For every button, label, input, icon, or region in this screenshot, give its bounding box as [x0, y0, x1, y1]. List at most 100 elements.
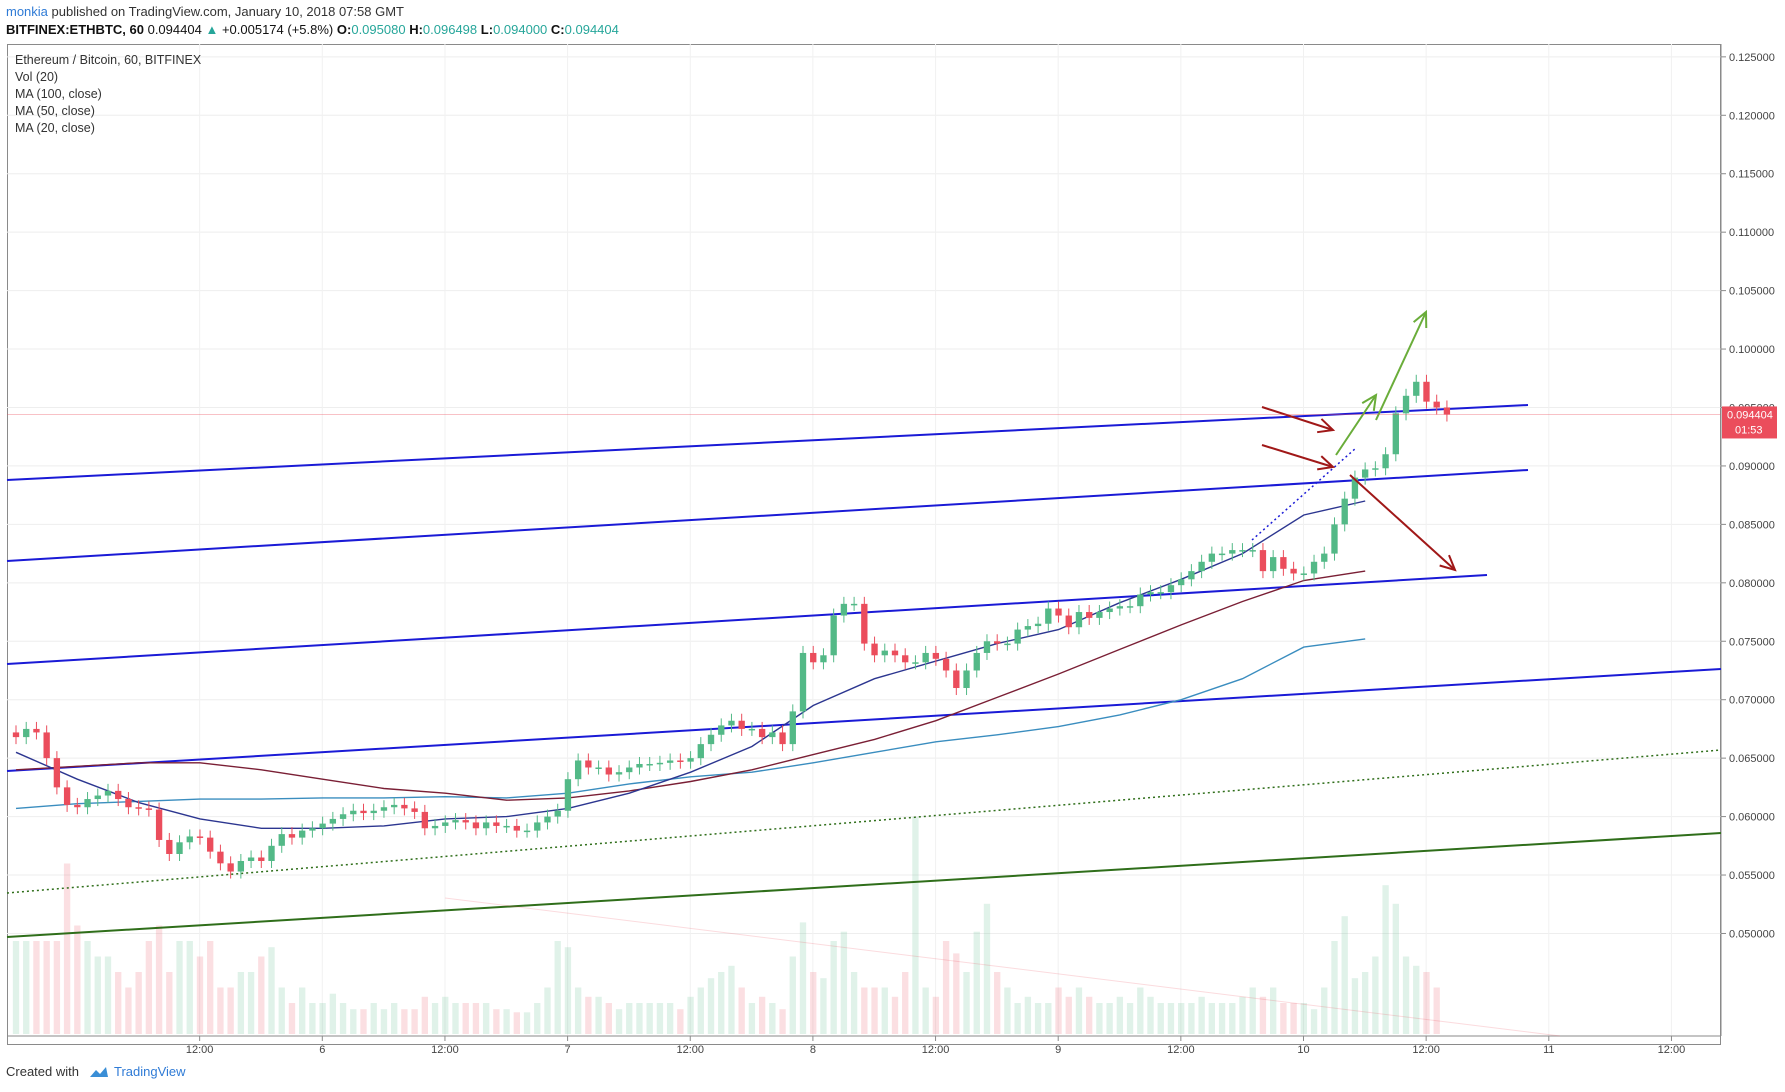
volume-bar	[299, 987, 306, 1034]
candle-body	[350, 810, 357, 815]
volume-bar	[227, 987, 234, 1034]
volume-bar	[350, 1009, 357, 1034]
candle-body	[462, 820, 469, 823]
green-arrow-long-head	[1412, 309, 1428, 329]
candle-body	[1188, 571, 1195, 580]
volume-bar	[33, 941, 40, 1034]
time-tick-label: 12:00	[922, 1044, 950, 1056]
price-tick-label: 0.110000	[1729, 227, 1774, 239]
volume-bar	[23, 941, 30, 1034]
candle-body	[799, 652, 807, 712]
volume-bar	[94, 956, 101, 1034]
candle-body	[401, 804, 408, 809]
author-link[interactable]: monkia	[6, 4, 48, 19]
legend-item-ma50[interactable]: MA (50, close)	[15, 104, 95, 118]
candle-body	[1249, 550, 1256, 552]
candle-body	[1402, 395, 1410, 414]
volume-bar	[1229, 1003, 1236, 1034]
candle-body	[63, 787, 71, 805]
time-tick-label: 8	[810, 1044, 816, 1056]
candle-body	[166, 839, 173, 854]
volume-bar	[421, 996, 429, 1034]
candle-body	[830, 615, 837, 656]
candle-body	[370, 810, 377, 814]
candle-body	[1116, 606, 1124, 609]
candle-body	[1126, 606, 1134, 608]
volume-bar	[1280, 1003, 1287, 1034]
price-badge: 0.094404 01:53	[7, 406, 1777, 439]
volume-bar	[74, 925, 81, 1034]
last-price: 0.094404	[147, 22, 202, 37]
candle-body	[1331, 524, 1338, 554]
candle-body	[758, 728, 766, 738]
volume-bar	[1024, 996, 1032, 1034]
candle-body	[922, 652, 929, 663]
volume-bar	[564, 947, 572, 1034]
candle-body	[1229, 550, 1236, 554]
candle-body	[554, 810, 561, 817]
volume-bar	[1004, 987, 1011, 1034]
candle-body	[523, 830, 531, 833]
price-tick-label: 0.105000	[1729, 286, 1775, 298]
channel-line-4	[6, 668, 1722, 772]
candle-body	[666, 760, 674, 763]
volume-bar	[1065, 996, 1072, 1034]
volume-bar	[1086, 996, 1093, 1034]
volume-bar	[513, 1012, 520, 1034]
faint-trend-line	[444, 897, 1561, 1037]
candle-body	[1321, 553, 1328, 562]
volume-bar	[431, 1003, 439, 1034]
candle-body	[125, 799, 132, 808]
candle-body	[615, 772, 623, 775]
candle-body	[953, 670, 960, 689]
volume-bar	[1402, 956, 1410, 1034]
red-arrow-down-head	[1439, 554, 1457, 572]
volume-bar	[1075, 987, 1083, 1034]
time-tick-label: 7	[565, 1044, 571, 1056]
candle-body	[155, 809, 163, 840]
legend-item-ma20[interactable]: MA (20, close)	[15, 121, 95, 135]
volume-bar	[380, 1009, 388, 1034]
up-arrow-icon: ▲	[205, 22, 219, 37]
green-arrow-short	[1335, 394, 1377, 456]
volume-bar	[278, 987, 285, 1034]
volume-bar	[1208, 1003, 1216, 1034]
created-with-label: Created with	[6, 1064, 79, 1079]
candles	[12, 374, 1451, 879]
volume-bar	[615, 1009, 623, 1034]
volume-bar	[288, 1003, 296, 1034]
candle-body	[810, 652, 817, 663]
volume-bar	[758, 996, 766, 1034]
volume-bar	[493, 1009, 500, 1034]
volume-bar	[1147, 996, 1154, 1034]
candle-body	[1392, 413, 1399, 455]
candle-body	[43, 732, 50, 759]
candle-body	[23, 728, 30, 738]
candle-body	[687, 758, 694, 762]
price-tick-label: 0.120000	[1729, 110, 1775, 122]
volume-bar	[1137, 987, 1144, 1034]
candle-body	[779, 732, 786, 745]
candle-body	[646, 763, 653, 766]
legend-item-volume[interactable]: Vol (20)	[15, 70, 59, 84]
support-line	[6, 832, 1722, 938]
volume-bar	[452, 1003, 459, 1034]
legend-item-ma100[interactable]: MA (100, close)	[15, 87, 102, 101]
volume-bar	[953, 953, 960, 1034]
volume-bar	[360, 1009, 367, 1034]
volume-bar	[595, 996, 602, 1034]
candle-body	[1413, 381, 1420, 396]
candle-body	[1004, 643, 1011, 646]
high-value: 0.096498	[422, 22, 478, 37]
volume-bar	[43, 941, 50, 1034]
volume-bar	[84, 941, 91, 1034]
volume-bar	[186, 941, 193, 1034]
volume-bar	[891, 996, 899, 1034]
ma100-line	[15, 638, 1366, 810]
quote-line: BITFINEX:ETHBTC, 60 0.094404 ▲ +0.005174…	[6, 22, 619, 37]
volume-bar	[155, 925, 163, 1034]
candle-body	[339, 814, 347, 819]
volume-bar	[902, 972, 909, 1034]
tradingview-link[interactable]: TradingView	[87, 1064, 186, 1079]
